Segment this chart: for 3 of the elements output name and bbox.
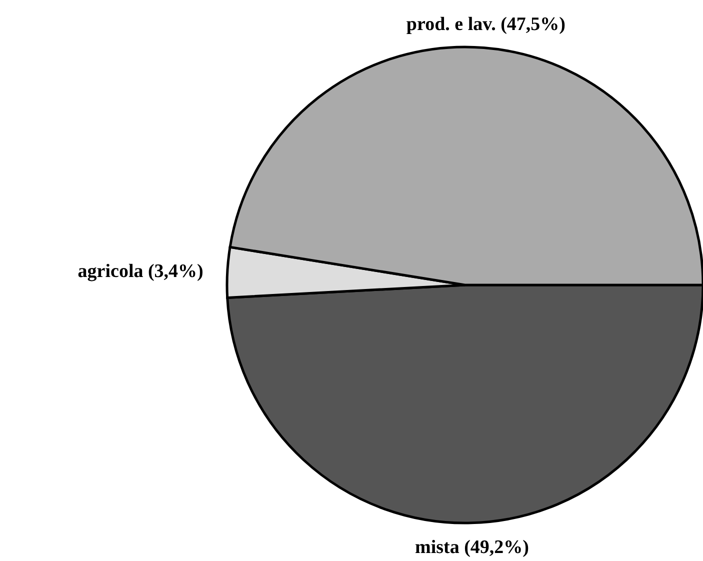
slice-label: mista (49,2%) bbox=[414, 536, 529, 558]
slice-label: prod. e lav. (47,5%) bbox=[406, 14, 566, 35]
slice-label: agricola (3,4%) bbox=[78, 261, 204, 282]
